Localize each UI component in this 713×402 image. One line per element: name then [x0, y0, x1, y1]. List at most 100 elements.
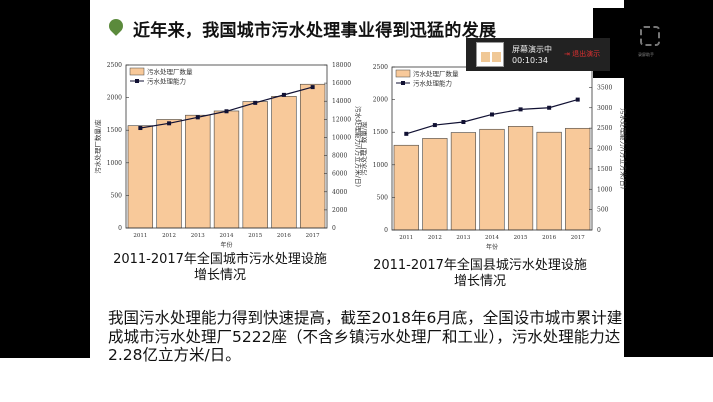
line-point [281, 92, 286, 97]
y-tick-label: 1000 [373, 162, 388, 169]
caption-city: 2011-2017年全国城市污水处理设施 增长情况 [100, 252, 340, 284]
y2-tick-label: 3000 [597, 105, 612, 112]
y2-tick-label: 2000 [597, 146, 612, 153]
bar [213, 110, 240, 229]
screen-recorder-icon[interactable] [640, 26, 660, 46]
x-tick-label: 2016 [277, 233, 291, 239]
line-point [404, 131, 409, 136]
y-tick-label: 2000 [373, 97, 388, 104]
exit-label: 退出演示 [572, 50, 601, 58]
bar [450, 132, 477, 231]
y2-tick-label: 500 [597, 207, 609, 214]
x-tick-label: 2017 [571, 235, 585, 241]
status-text: 屏幕演示中 [512, 45, 552, 54]
y-axis-title: 污水处理厂数量/座 [93, 119, 102, 174]
recorder-label: 录屏助手 [638, 52, 654, 57]
x-tick-label: 2012 [428, 235, 442, 241]
x-tick-label: 2015 [248, 233, 262, 239]
capacity-line [406, 99, 578, 135]
bar [156, 119, 182, 229]
line-point [253, 100, 258, 105]
y2-tick-label: 6000 [332, 171, 347, 178]
line-point [138, 126, 143, 131]
x-axis-title: 年份 [220, 241, 232, 249]
exit-presentation-button[interactable]: ⇥ 退出演示 [564, 50, 601, 58]
bar [565, 127, 591, 231]
y2-tick-label: 8000 [332, 153, 347, 160]
y2-tick-label: 14000 [332, 98, 351, 105]
y-tick-label: 1500 [373, 129, 388, 136]
y-tick-label: 0 [118, 225, 122, 232]
line-point [195, 115, 200, 120]
y-tick-label: 1500 [107, 127, 122, 134]
bar [479, 128, 505, 231]
y-tick-label: 500 [111, 192, 123, 199]
legend-label: 污水处理厂数量 [147, 67, 193, 76]
slide-thumbnail [476, 42, 504, 67]
y2-tick-label: 16000 [332, 80, 351, 87]
y2-tick-label: 12000 [332, 116, 351, 123]
y2-tick-label: 3500 [597, 84, 612, 91]
caption-line: 2011-2017年全国县城污水处理设施 [373, 258, 587, 273]
x-tick-label: 2014 [220, 233, 234, 239]
legend-line-marker [135, 79, 139, 83]
x-tick-label: 2011 [399, 235, 413, 241]
y2-tick-label: 1500 [597, 166, 612, 173]
body-paragraph: 我国污水处理能力得到快速提高，截至2018年6月底，全国设市城市累计建 成城市污… [108, 309, 628, 365]
y2-tick-label: 18000 [332, 62, 351, 69]
y-tick-label: 2500 [373, 64, 388, 71]
x-tick-label: 2015 [514, 235, 528, 241]
bar [422, 138, 448, 231]
right-black-bar-cover [624, 300, 713, 357]
y2-axis-title: 污水处理能力/(万立方米/日) [354, 106, 363, 187]
y2-tick-label: 10000 [332, 134, 351, 141]
legend-label: 污水处理厂数量 [413, 69, 459, 78]
line-point [490, 112, 494, 117]
slide-title: 近年来，我国城市污水处理事业得到迅猛的发展 [133, 21, 497, 41]
line-point [310, 85, 315, 90]
legend-label: 污水处理能力 [147, 77, 186, 86]
bar [242, 101, 268, 229]
caption-county: 2011-2017年全国县城污水处理设施 增长情况 [360, 258, 600, 290]
line-point [575, 97, 580, 102]
line-point [167, 121, 172, 126]
y2-tick-label: 4000 [332, 189, 347, 196]
x-tick-label: 2013 [191, 233, 205, 239]
bar [536, 131, 562, 231]
y-tick-label: 500 [377, 194, 389, 201]
presentation-status-popup: 屏幕演示中 00:10:34 ⇥ 退出演示 [466, 38, 610, 71]
caption-line: 增长情况 [193, 268, 246, 283]
y2-tick-label: 0 [597, 227, 601, 234]
x-tick-label: 2012 [162, 233, 176, 239]
y2-tick-label: 2000 [332, 207, 347, 214]
x-tick-label: 2016 [542, 235, 556, 241]
line-point [432, 123, 437, 128]
caption-line: 增长情况 [453, 274, 506, 289]
y-axis-title: 污水处理厂数量/座 [359, 121, 368, 176]
y2-tick-label: 1000 [597, 186, 612, 193]
y2-tick-label: 2500 [597, 125, 612, 132]
line-point [518, 107, 523, 112]
line-point [461, 120, 466, 125]
plot-frame [125, 64, 328, 229]
x-tick-label: 2017 [306, 233, 320, 239]
y-tick-label: 0 [384, 227, 388, 234]
x-tick-label: 2013 [456, 235, 470, 241]
timer: 00:10:34 [512, 56, 548, 65]
y2-tick-label: 0 [332, 225, 336, 232]
x-tick-label: 2014 [485, 235, 499, 241]
y2-axis-title: 污水处理能力/(万立方米/日) [619, 108, 628, 189]
legend-bar-swatch [395, 69, 411, 78]
paragraph-line: 成城市污水处理厂5222座（不含乡镇污水处理厂和工业），污水处理能力达 [108, 327, 621, 346]
y-tick-label: 2500 [107, 62, 122, 69]
left-black-bar [0, 0, 90, 358]
paragraph-line: 我国污水处理能力得到快速提高，截至2018年6月底，全国设市城市累计建 [108, 309, 623, 327]
bar [393, 144, 419, 231]
legend-bar-swatch [129, 67, 145, 76]
x-axis-title: 年份 [486, 243, 498, 251]
line-point [547, 105, 552, 110]
right-black-bar [624, 0, 713, 357]
bar [127, 125, 154, 229]
